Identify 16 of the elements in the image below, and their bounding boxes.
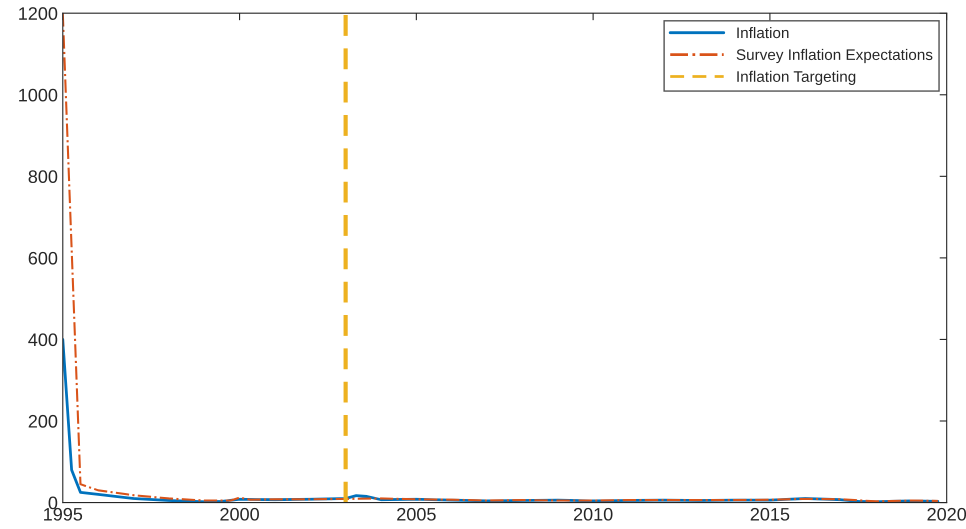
x-tick-label: 1995: [44, 508, 82, 521]
legend-label: Inflation Targeting: [737, 70, 856, 85]
x-tick-label: 2015: [750, 508, 790, 521]
x-tick-label: 2020: [928, 508, 966, 521]
x-tick-label: 2005: [397, 508, 436, 521]
y-tick-label: 1200: [19, 7, 58, 20]
y-tick-label: 400: [28, 333, 58, 346]
legend-label: Inflation: [737, 26, 788, 38]
x-tick-label: 2000: [220, 508, 259, 521]
y-tick-label: 0: [48, 496, 58, 510]
legend-label: Survey Inflation Expectations: [736, 48, 932, 64]
y-tick-label: 600: [28, 252, 58, 265]
y-tick-label: 800: [28, 170, 58, 184]
y-tick-label: 1000: [19, 88, 58, 102]
y-tick-label: 200: [28, 414, 58, 428]
x-tick-label: 2010: [574, 508, 613, 521]
